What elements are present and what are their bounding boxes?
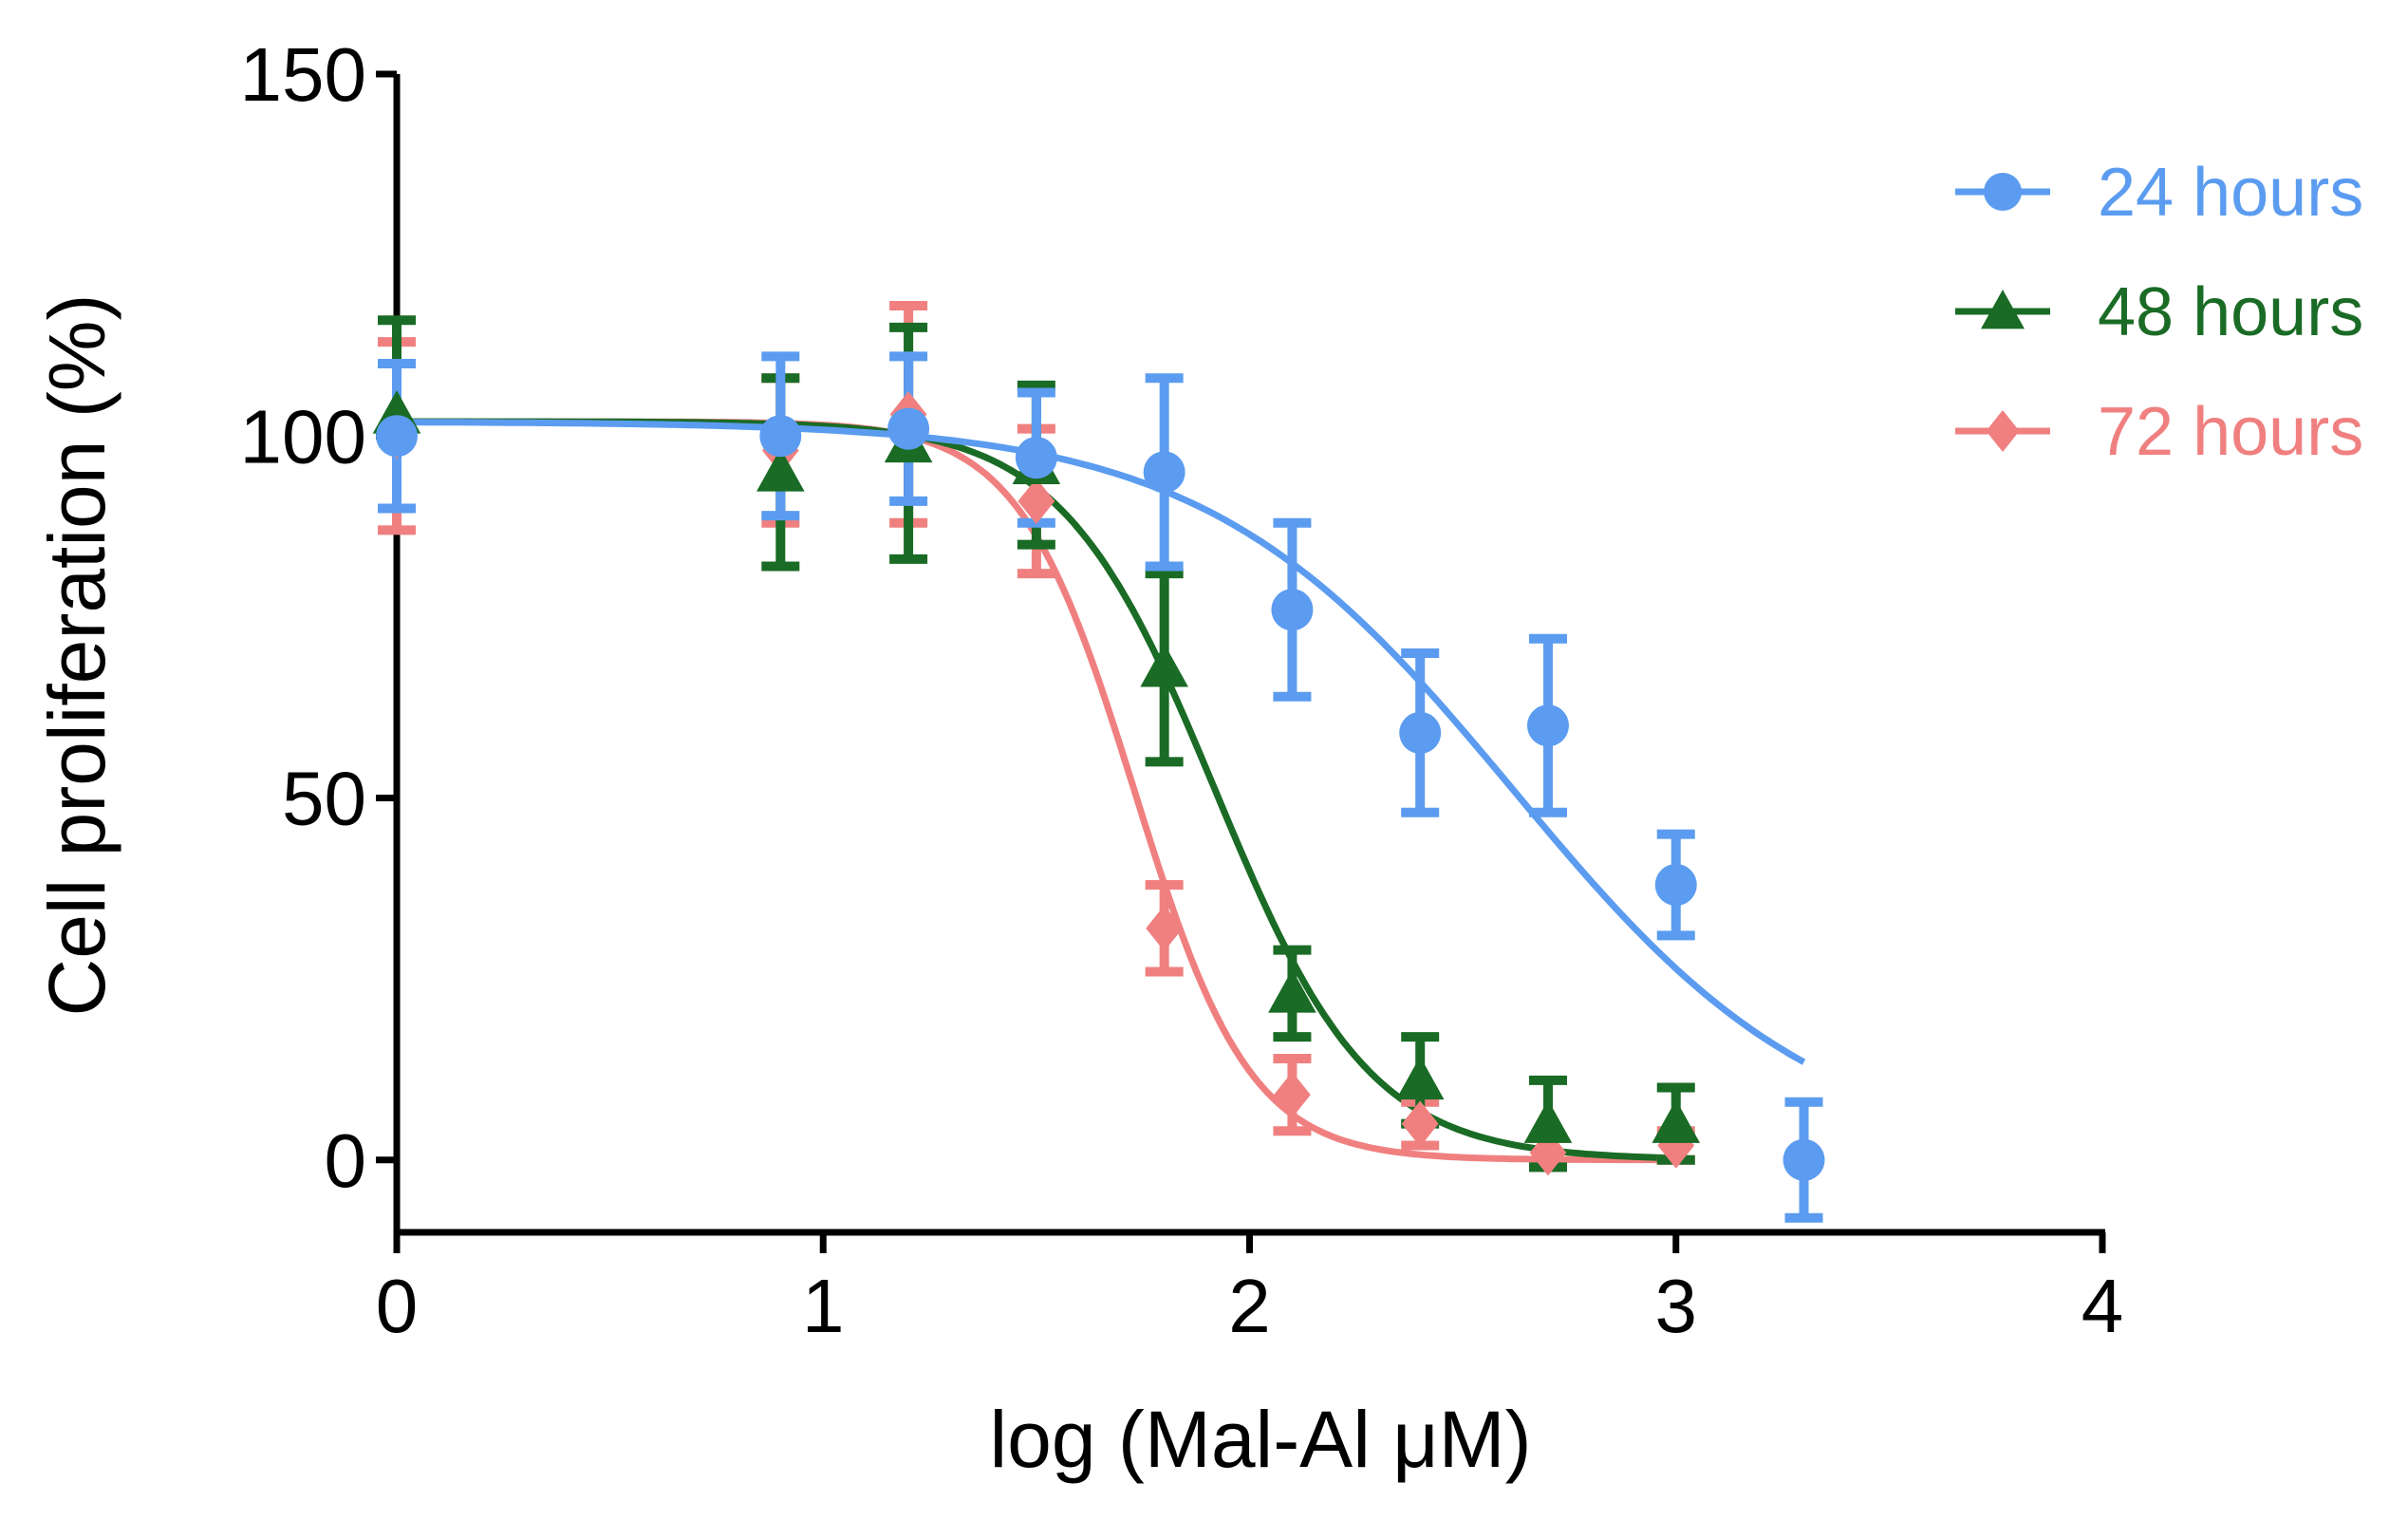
data-points: [372, 390, 1825, 1181]
data-point-24-hours: [1015, 437, 1057, 479]
legend-marker: [1984, 173, 2022, 211]
x-tick-label: 0: [376, 1264, 419, 1348]
y-tick-label: 50: [282, 757, 366, 841]
data-point-24-hours: [1399, 711, 1442, 754]
data-point-24-hours: [1783, 1138, 1825, 1181]
y-tick-label: 100: [240, 394, 366, 479]
data-point-48-hours: [756, 448, 805, 492]
data-point-72-hours: [1017, 478, 1055, 525]
legend-label: 24 hours: [2098, 155, 2363, 231]
legend-item-48-hours: 48 hours: [1955, 274, 2363, 350]
data-point-24-hours: [1271, 589, 1314, 631]
y-tick-label: 0: [325, 1118, 367, 1203]
data-point-48-hours: [1652, 1099, 1701, 1143]
data-point-48-hours: [1140, 643, 1188, 687]
data-point-72-hours: [1401, 1100, 1439, 1147]
data-point-72-hours: [1529, 1129, 1567, 1176]
data-point-48-hours: [1395, 1056, 1445, 1100]
axes: [393, 74, 2105, 1236]
legend-label: 72 hours: [2098, 394, 2363, 470]
data-point-24-hours: [376, 415, 418, 458]
legend-item-24-hours: 24 hours: [1955, 155, 2363, 231]
x-tick-label: 3: [1655, 1264, 1698, 1348]
y-tick-label: 150: [240, 32, 366, 117]
data-point-48-hours: [1268, 969, 1316, 1013]
data-point-24-hours: [1143, 451, 1185, 494]
x-tick-label: 4: [2081, 1264, 2124, 1348]
y-axis-title: Cell proliferation (%): [32, 294, 121, 1017]
data-point-72-hours: [1146, 905, 1184, 951]
data-point-48-hours: [1523, 1099, 1573, 1143]
fit-curves: [397, 418, 1806, 1164]
error-bars: [378, 301, 1823, 1223]
data-point-24-hours: [887, 407, 930, 450]
x-tick-label: 1: [802, 1264, 845, 1348]
data-point-24-hours: [759, 415, 802, 458]
x-tick-label: 2: [1228, 1264, 1271, 1348]
legend-label: 48 hours: [2098, 274, 2363, 350]
data-point-24-hours: [1654, 864, 1697, 906]
legend: 24 hours 48 hours 72 hours: [1955, 155, 2363, 470]
ticks: 0 50 100 150 0 1 2 3 4: [240, 32, 2124, 1348]
data-point-24-hours: [1526, 704, 1569, 747]
legend-item-72-hours: 72 hours: [1955, 394, 2363, 470]
x-axis-title: log (Mal-Al μM): [989, 1395, 1531, 1484]
legend-marker: [1986, 410, 2020, 452]
data-point-72-hours: [1274, 1071, 1311, 1118]
fit-curve-24-hours: [397, 419, 1806, 1065]
legend-marker: [1981, 290, 2025, 329]
